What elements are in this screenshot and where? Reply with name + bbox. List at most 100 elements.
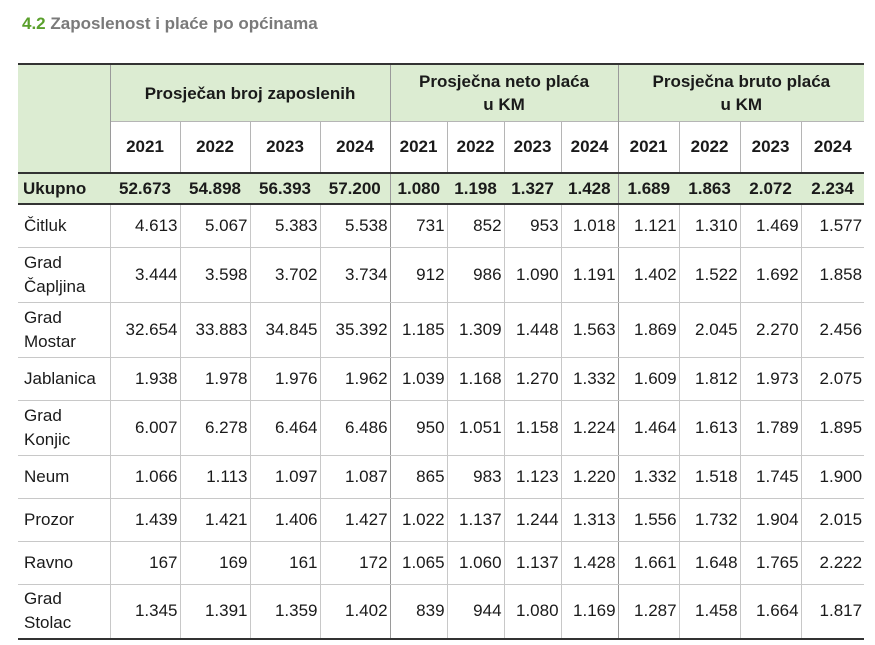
year-header-row: 2021 2022 2023 2024 2021 2022 2023 2024 2021 2022… <box>18 121 865 173</box>
municipality-name-line1: Neum <box>24 466 70 486</box>
value-cell: 1.469 <box>739 204 802 248</box>
table-row: Ravno 167 169 161 172 1.065 1.060 1.137 1.428 1.6… <box>18 541 865 585</box>
value-cell: 1.113 <box>179 455 250 499</box>
value-cell: 1.613 <box>678 400 741 456</box>
value-cell: 1.087 <box>319 455 391 499</box>
year-header-cell: 2022 <box>678 121 741 173</box>
value-cell: 3.734 <box>319 247 391 303</box>
value-cell: 169 <box>179 541 250 585</box>
table-row: Grad Stolac 1.345 1.391 1.359 1.402 839 944 1.08… <box>18 584 865 640</box>
year-header-cell: 2024 <box>800 121 865 173</box>
municipality-name-line1: Čitluk <box>24 215 67 235</box>
total-value-cell: 1.198 <box>447 173 505 205</box>
year-header-cell: 2024 <box>319 121 391 173</box>
value-cell: 1.051 <box>446 400 505 456</box>
value-cell: 1.518 <box>678 455 741 499</box>
group-gross-wage-header: Prosječna bruto plaća u KM <box>617 64 865 122</box>
value-cell: 852 <box>446 204 505 248</box>
municipality-name-line1: Jablanica <box>24 368 96 388</box>
total-value-cell: 2.072 <box>740 173 802 205</box>
value-cell: 731 <box>389 204 448 248</box>
value-cell: 1.858 <box>800 247 865 303</box>
value-cell: 2.456 <box>800 302 865 358</box>
year-header-cell: 2024 <box>560 121 619 173</box>
value-cell: 1.345 <box>109 584 180 640</box>
total-value-cell: 2.234 <box>801 173 865 205</box>
value-cell: 1.169 <box>560 584 619 640</box>
value-cell: 1.421 <box>179 498 250 542</box>
value-cell: 1.973 <box>739 357 802 401</box>
total-label: Ukupno <box>18 173 110 205</box>
value-cell: 1.168 <box>446 357 505 401</box>
value-cell: 1.745 <box>739 455 802 499</box>
value-cell: 1.309 <box>446 302 505 358</box>
municipality-name-cell: Grad Stolac <box>18 584 110 640</box>
value-cell: 1.648 <box>678 541 741 585</box>
group-gross-label-line1: Prosječna bruto plaća <box>652 72 831 91</box>
table-body: Ukupno 52.673 54.898 56.393 57.200 1.080 1.19… <box>18 173 865 640</box>
table-row: Prozor 1.439 1.421 1.406 1.427 1.022 1.137 1.24… <box>18 498 865 542</box>
value-cell: 912 <box>389 247 448 303</box>
value-cell: 1.224 <box>560 400 619 456</box>
value-cell: 986 <box>446 247 505 303</box>
municipality-name-cell: Grad Konjic <box>18 400 110 456</box>
value-cell: 6.486 <box>319 400 391 456</box>
value-cell: 1.812 <box>678 357 741 401</box>
value-cell: 865 <box>389 455 448 499</box>
value-cell: 35.392 <box>319 302 391 358</box>
value-cell: 1.018 <box>560 204 619 248</box>
table-row: Grad Konjic 6.007 6.278 6.464 6.486 950 1.051 1.… <box>18 400 865 456</box>
value-cell: 1.464 <box>617 400 680 456</box>
value-cell: 1.563 <box>560 302 619 358</box>
table-row: Jablanica 1.938 1.978 1.976 1.962 1.039 1.168 1… <box>18 357 865 401</box>
value-cell: 1.287 <box>617 584 680 640</box>
value-cell: 5.067 <box>179 204 250 248</box>
municipality-name-cell: Jablanica <box>18 357 110 401</box>
value-cell: 1.039 <box>389 357 448 401</box>
header-corner <box>18 64 110 122</box>
value-cell: 1.895 <box>800 400 865 456</box>
value-cell: 1.869 <box>617 302 680 358</box>
section-title-text: Zaposlenost i plaće po općinama <box>50 14 318 33</box>
value-cell: 3.598 <box>179 247 250 303</box>
municipality-name-line1: Grad <box>24 307 62 327</box>
value-cell: 1.244 <box>503 498 562 542</box>
value-cell: 1.097 <box>249 455 320 499</box>
value-cell: 983 <box>446 455 505 499</box>
value-cell: 1.556 <box>617 498 680 542</box>
value-cell: 1.123 <box>503 455 562 499</box>
table-row: Čitluk 4.613 5.067 5.383 5.538 731 852 953 1.018… <box>18 204 865 248</box>
table-row: Grad Mostar 32.654 33.883 34.845 35.392 1.185 1… <box>18 302 865 358</box>
total-value-cell: 1.689 <box>617 173 680 205</box>
municipality-name-cell: Čitluk <box>18 204 110 248</box>
group-net-wage-header: Prosječna neto plaća u KM <box>389 64 619 122</box>
value-cell: 1.090 <box>503 247 562 303</box>
table-row: Grad Čapljina 3.444 3.598 3.702 3.734 912 986 1.… <box>18 247 865 303</box>
year-header-cell: 2023 <box>503 121 562 173</box>
value-cell: 1.402 <box>617 247 680 303</box>
value-cell: 33.883 <box>179 302 250 358</box>
value-cell: 1.692 <box>739 247 802 303</box>
value-cell: 1.191 <box>560 247 619 303</box>
value-cell: 1.158 <box>503 400 562 456</box>
value-cell: 1.664 <box>739 584 802 640</box>
value-cell: 3.444 <box>109 247 180 303</box>
municipality-name-cell: Prozor <box>18 498 110 542</box>
value-cell: 1.332 <box>617 455 680 499</box>
municipality-name-line1: Ravno <box>24 552 74 572</box>
value-cell: 1.060 <box>446 541 505 585</box>
value-cell: 1.817 <box>800 584 865 640</box>
value-cell: 1.332 <box>560 357 619 401</box>
value-cell: 2.075 <box>800 357 865 401</box>
value-cell: 1.976 <box>249 357 320 401</box>
value-cell: 1.137 <box>446 498 505 542</box>
value-cell: 5.383 <box>249 204 320 248</box>
value-cell: 6.278 <box>179 400 250 456</box>
value-cell: 1.439 <box>109 498 180 542</box>
value-cell: 34.845 <box>249 302 320 358</box>
value-cell: 1.789 <box>739 400 802 456</box>
value-cell: 6.464 <box>249 400 320 456</box>
value-cell: 1.765 <box>739 541 802 585</box>
total-value-cell: 52.673 <box>110 173 180 205</box>
year-header-cell: 2022 <box>446 121 505 173</box>
